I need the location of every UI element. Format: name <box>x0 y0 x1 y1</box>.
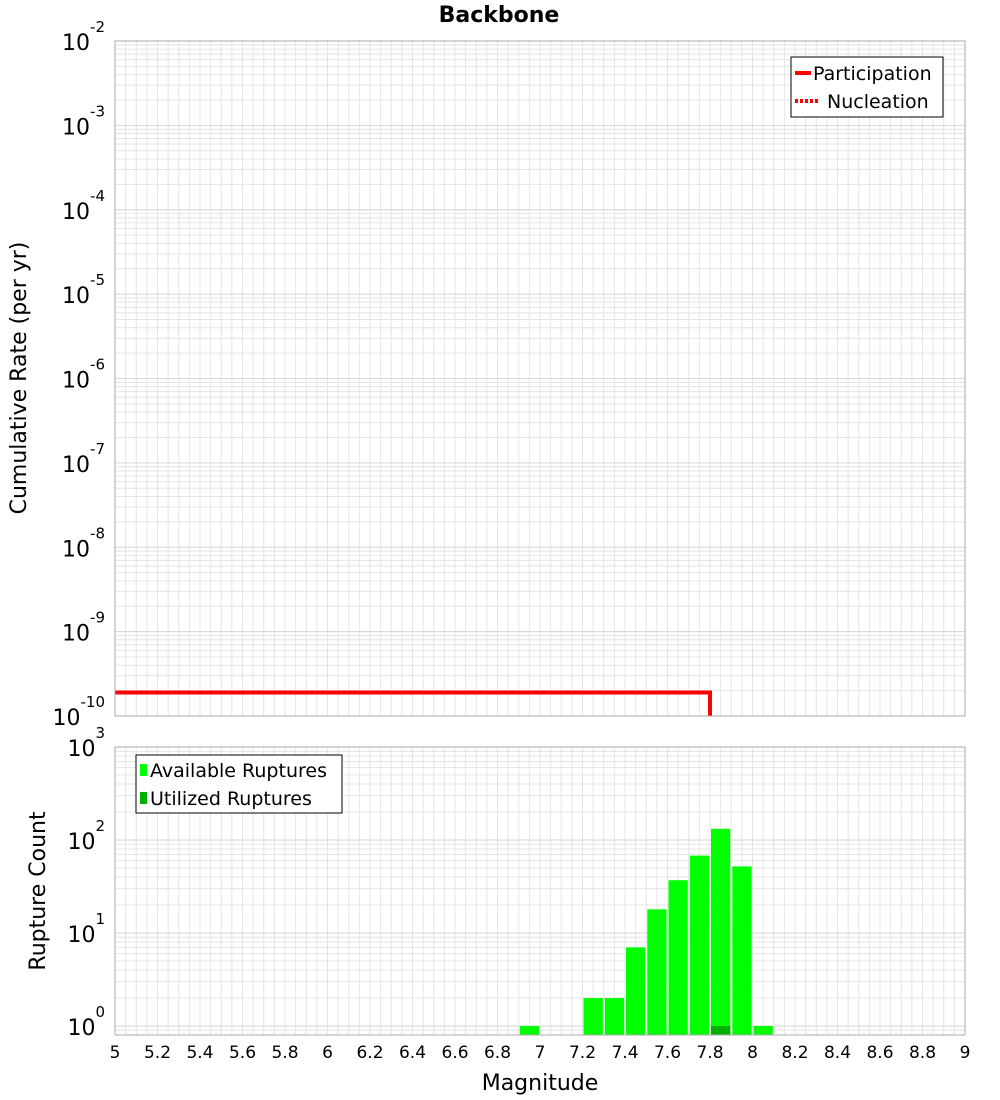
available-ruptures-legend-swatch <box>140 764 147 776</box>
rate-series <box>115 690 712 716</box>
rate-gridlines <box>114 40 966 717</box>
available-ruptures-bar <box>668 880 688 1035</box>
available-ruptures-bar <box>689 855 710 1035</box>
magnitude-tick-label: 9 <box>960 1043 971 1063</box>
rate-y-tick-label: 10-5 <box>62 271 105 309</box>
magnitude-tick-label: 8.4 <box>824 1043 851 1063</box>
magnitude-tick-label: 8.8 <box>909 1043 936 1063</box>
rate-legend: Participation Nucleation <box>790 56 944 118</box>
count-plot-frame <box>114 746 966 1036</box>
count-y-tick-label: 103 <box>67 724 105 762</box>
available-ruptures-bar <box>647 909 667 1035</box>
magnitude-tick-label: 5.6 <box>229 1043 256 1063</box>
participation-legend-label: Participation <box>813 63 932 85</box>
count-y-tick-labels: 100 101 102 103 <box>67 724 105 1041</box>
rate-y-tick-label: 10-10 <box>53 693 106 731</box>
utilized-ruptures-bar <box>711 1026 731 1035</box>
available-ruptures-bar <box>626 947 646 1035</box>
count-legend: Available Ruptures Utilized Ruptures <box>135 754 343 814</box>
magnitude-tick-label: 8.6 <box>866 1043 893 1063</box>
nucleation-legend-label: Nucleation <box>827 91 929 113</box>
count-y-tick-label: 100 <box>67 1003 105 1041</box>
rate-plot-frame <box>114 40 966 717</box>
utilized-ruptures-legend-swatch <box>140 792 147 804</box>
count-y-tick-label: 101 <box>67 910 105 948</box>
magnitude-tick-label: 8 <box>747 1043 758 1063</box>
magnitude-tick-label: 6.6 <box>441 1043 468 1063</box>
rate-y-tick-labels: 10-2 10-3 10-4 10-5 10-6 10-7 10-8 10-9 10-10 <box>53 18 106 731</box>
count-y-axis-label: Rupture Count <box>26 811 51 971</box>
available-ruptures-legend-label: Available Ruptures <box>150 760 327 782</box>
available-ruptures-bar <box>519 1026 540 1035</box>
rate-y-tick-label: 10-2 <box>62 18 105 56</box>
rate-y-tick-label: 10-8 <box>62 524 105 562</box>
available-ruptures-bar <box>711 828 731 1035</box>
rate-y-tick-label: 10-4 <box>62 187 105 225</box>
utilized-ruptures-legend-label: Utilized Ruptures <box>150 788 312 810</box>
magnitude-tick-label: 5.8 <box>271 1043 298 1063</box>
rate-y-tick-label: 10-7 <box>62 440 105 478</box>
magnitude-tick-label: 5 <box>110 1043 121 1063</box>
magnitude-tick-label: 7.6 <box>654 1043 681 1063</box>
magnitude-tick-label: 7.8 <box>696 1043 723 1063</box>
count-legend-box <box>135 754 343 814</box>
count-panel: 100 101 102 103 5 5.2 5.4 5.6 5.8 6 6.2 6.4 6.6 6.8 7… <box>26 724 970 1096</box>
magnitude-tick-label: 6.4 <box>399 1043 426 1063</box>
magnitude-tick-label: 7.2 <box>569 1043 596 1063</box>
magnitude-tick-label: 5.2 <box>144 1043 171 1063</box>
available-ruptures-bar <box>583 998 603 1035</box>
magnitude-tick-label: 6.8 <box>484 1043 511 1063</box>
magnitude-x-tick-labels: 5 5.2 5.4 5.6 5.8 6 6.2 6.4 6.6 6.8 7 7.2 7.4 7.6 7.8 8… <box>110 1043 971 1063</box>
magnitude-tick-label: 5.4 <box>186 1043 213 1063</box>
available-ruptures-bar <box>753 1026 773 1035</box>
magnitude-tick-label: 8.2 <box>781 1043 808 1063</box>
chart-title: Backbone <box>439 3 560 28</box>
rate-panel: 10-2 10-3 10-4 10-5 10-6 10-7 10-8 10-9 10-10 Cu… <box>7 18 966 731</box>
available-ruptures-bar <box>732 866 752 1035</box>
rate-legend-box <box>790 56 944 118</box>
count-y-tick-label: 102 <box>67 817 105 855</box>
rate-y-axis-label: Cumulative Rate (per yr) <box>7 242 32 515</box>
magnitude-tick-label: 7.4 <box>611 1043 638 1063</box>
available-ruptures-bar <box>604 998 625 1035</box>
magnitude-tick-label: 6 <box>322 1043 333 1063</box>
rate-y-tick-label: 10-6 <box>62 356 105 394</box>
rate-y-tick-label: 10-9 <box>62 609 105 647</box>
count-bars <box>519 828 773 1035</box>
participation-line <box>115 690 712 716</box>
magnitude-tick-label: 7 <box>535 1043 546 1063</box>
magnitude-tick-label: 6.2 <box>356 1043 383 1063</box>
magnitude-x-axis-label: Magnitude <box>482 1071 599 1096</box>
rate-y-tick-label: 10-3 <box>62 102 105 140</box>
